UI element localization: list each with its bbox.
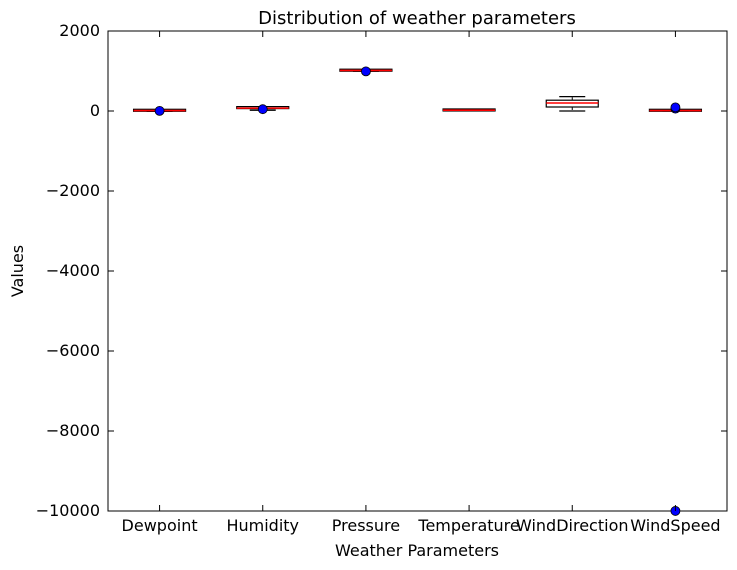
box-humidity <box>236 104 290 115</box>
plot-area <box>107 30 728 512</box>
x-axis-label: Weather Parameters <box>335 541 499 560</box>
box-windspeed <box>648 102 703 516</box>
outlier-point <box>154 105 165 116</box>
outlier-point <box>361 66 371 77</box>
y-tick-label: −4000 <box>46 261 100 280</box>
x-tick-label: Pressure <box>332 516 400 535</box>
y-tick-label: −10000 <box>36 501 100 520</box>
box-temperature <box>442 108 496 112</box>
box-pressure <box>339 66 393 77</box>
x-tick-label: Temperature <box>417 516 519 535</box>
boxes-layer <box>132 66 703 516</box>
x-tick-label: WindSpeed <box>630 516 720 535</box>
chart-title: Distribution of weather parameters <box>258 8 576 29</box>
y-tick-label: 2000 <box>59 21 100 40</box>
y-tick-label: −6000 <box>46 341 100 360</box>
ticks-layer: 2000 0 −2000 −4000 −6000 −8000 −10000 Dewpoint H… <box>36 21 727 535</box>
y-tick-label: −8000 <box>46 421 100 440</box>
y-tick-label: 0 <box>90 101 100 120</box>
outlier-point <box>670 102 681 113</box>
box-dewpoint <box>132 105 187 116</box>
x-tick-label: Humidity <box>226 516 299 535</box>
x-tick-label: Dewpoint <box>122 516 198 535</box>
y-tick-label: −2000 <box>46 181 100 200</box>
plot-frame <box>107 30 728 512</box>
y-axis-label: Values <box>8 245 27 297</box>
x-tick-label: WindDirection <box>516 516 629 535</box>
outlier-point <box>257 104 268 115</box>
box-winddirection <box>545 95 599 112</box>
